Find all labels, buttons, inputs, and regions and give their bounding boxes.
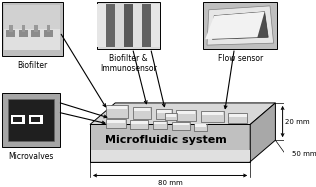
Polygon shape (250, 103, 276, 162)
Bar (154, 122, 167, 125)
Bar (4, 29, 60, 50)
Bar (107, 106, 127, 109)
Bar (165, 113, 177, 120)
Bar (133, 4, 142, 47)
Bar (124, 4, 133, 47)
Bar (97, 2, 160, 49)
Bar (97, 4, 106, 47)
Bar (4, 5, 60, 29)
Bar (2, 93, 60, 147)
Bar (228, 114, 246, 117)
Bar (11, 115, 25, 124)
Bar (106, 119, 126, 128)
Bar (8, 99, 54, 141)
Bar (201, 111, 224, 122)
Bar (173, 122, 189, 125)
Bar (151, 4, 160, 47)
Bar (14, 117, 22, 122)
Polygon shape (90, 103, 276, 125)
Text: Flow sensor: Flow sensor (218, 54, 263, 63)
Text: 20 mm: 20 mm (285, 119, 310, 125)
Bar (32, 30, 40, 37)
Bar (91, 150, 250, 161)
Polygon shape (90, 125, 250, 162)
Bar (142, 4, 151, 47)
Bar (156, 109, 172, 119)
Bar (106, 105, 128, 118)
Polygon shape (205, 12, 264, 39)
Bar (204, 2, 277, 49)
Bar (194, 124, 207, 131)
Bar (202, 112, 223, 115)
Bar (157, 110, 171, 113)
Bar (195, 125, 206, 127)
Bar (44, 30, 53, 37)
Polygon shape (212, 12, 268, 39)
Bar (19, 30, 28, 37)
Text: Microfluidic system: Microfluidic system (105, 135, 227, 145)
Bar (47, 25, 50, 33)
Text: Biofilter &
Immunosensor: Biofilter & Immunosensor (100, 54, 157, 73)
Bar (166, 114, 176, 117)
Bar (2, 2, 63, 56)
Bar (133, 107, 151, 119)
Bar (131, 120, 149, 129)
Text: Microvalves: Microvalves (8, 152, 54, 161)
Polygon shape (207, 6, 274, 45)
Bar (9, 25, 13, 33)
Bar (228, 113, 247, 122)
Bar (131, 121, 148, 124)
Text: 80 mm: 80 mm (158, 180, 182, 186)
Bar (29, 115, 43, 124)
Bar (153, 121, 167, 129)
Bar (172, 122, 190, 130)
Bar (115, 4, 124, 47)
Bar (32, 117, 40, 122)
Bar (176, 110, 196, 121)
Bar (21, 25, 25, 33)
Text: Biofilter: Biofilter (17, 61, 47, 70)
Text: 50 mm: 50 mm (293, 151, 316, 157)
Bar (6, 30, 15, 37)
Bar (177, 111, 195, 114)
Bar (106, 4, 115, 47)
Bar (134, 108, 150, 111)
Bar (107, 120, 125, 122)
Bar (34, 25, 38, 33)
